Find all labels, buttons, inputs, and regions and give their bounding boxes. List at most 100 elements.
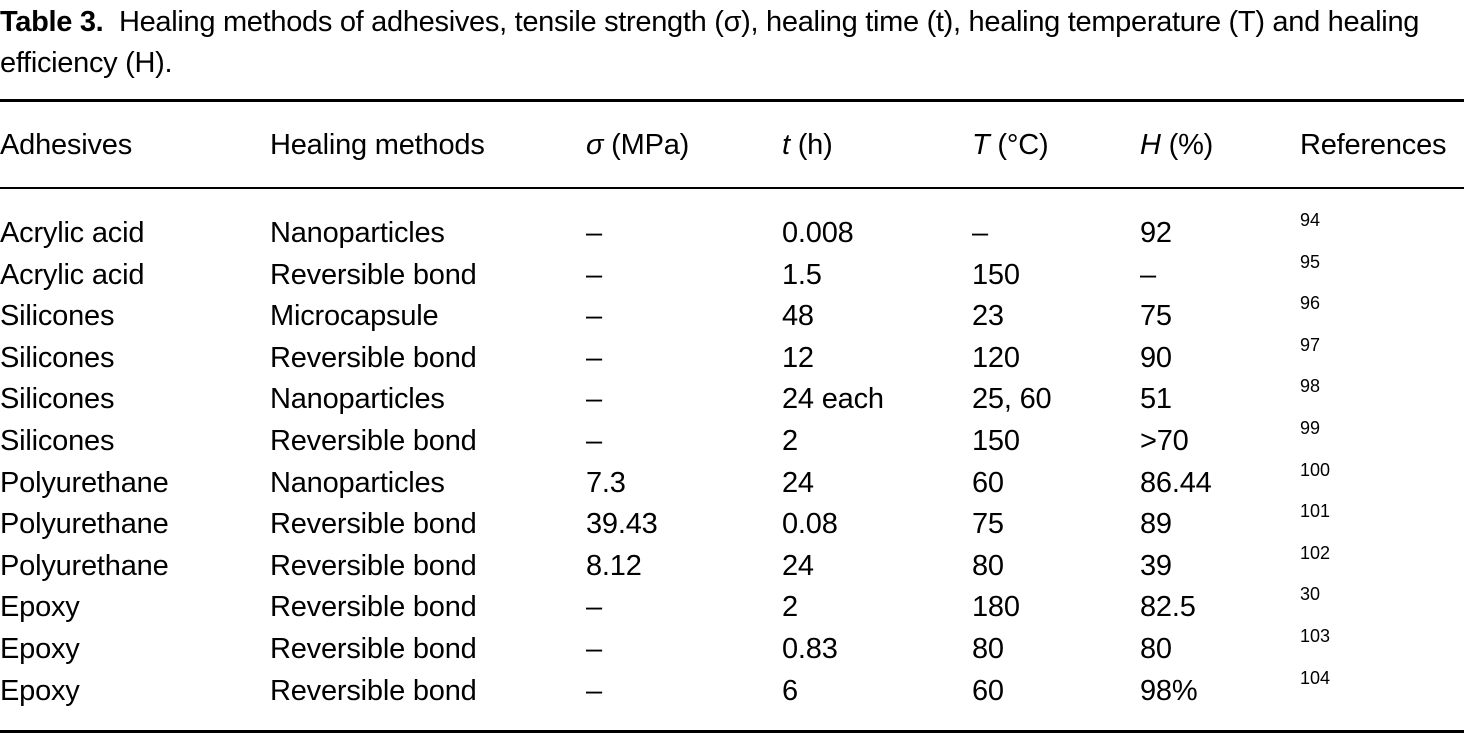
cell-healing-efficiency: 51 [1140,383,1172,416]
column-header-tensile-strength: σ (MPa) [586,128,689,162]
cell-healing-efficiency: 98% [1140,674,1198,707]
cell-healing-method: Reversible bond [270,425,477,457]
cell-healing-method: Reversible bond [270,549,477,582]
cell-healing-method: Reversible bond [270,341,477,374]
cell-healing-temperature: 150 [972,425,1020,457]
header-rule [0,187,1464,189]
cell-healing-temperature: 80 [972,633,1004,665]
column-header-healing-temperature: T (°C) [972,128,1049,162]
cell-healing-temperature: 180 [972,591,1020,624]
cell-healing-temperature: 80 [972,549,1004,582]
cell-adhesive: Polyurethane [0,466,169,499]
cell-healing-method: Nanoparticles [270,217,445,249]
cell-reference: 103 [1300,626,1331,646]
cell-healing-time: 2 [782,591,798,624]
cell-tensile-strength: – [586,258,602,291]
cell-reference: 96 [1300,293,1321,314]
cell-healing-temperature: 60 [972,674,1004,707]
cell-healing-method: Reversible bond [270,633,477,665]
cell-healing-efficiency: >70 [1140,425,1189,457]
cell-healing-efficiency: 80 [1140,633,1172,665]
column-symbol: σ [586,129,604,161]
top-rule [0,99,1464,102]
cell-healing-temperature: 25, 60 [972,383,1052,416]
column-symbol: H [1140,129,1161,161]
cell-healing-time: 1.5 [782,258,822,291]
cell-reference: 94 [1300,210,1321,230]
cell-healing-efficiency: 90 [1140,341,1172,374]
column-label: Adhesives [0,129,132,161]
cell-reference: 102 [1300,542,1331,563]
column-label: (h) [789,129,833,161]
column-header-healing-method: Healing methods [270,128,485,162]
cell-healing-efficiency: 75 [1140,300,1172,333]
column-label: (MPa) [603,129,690,161]
cell-adhesive: Acrylic acid [0,258,145,291]
cell-healing-time: 6 [782,674,798,707]
column-label: Healing methods [270,129,485,161]
cell-healing-time: 0.008 [782,217,854,249]
cell-adhesive: Silicones [0,341,115,374]
cell-reference: 97 [1300,334,1321,355]
cell-reference: 99 [1300,418,1321,438]
cell-tensile-strength: – [586,217,602,249]
cell-healing-temperature: 120 [972,341,1020,374]
cell-healing-time: 24 [782,549,814,582]
cell-healing-efficiency: 86.44 [1140,466,1212,499]
cell-healing-efficiency: – [1140,258,1156,291]
cell-adhesive: Epoxy [0,674,80,707]
cell-healing-method: Nanoparticles [270,466,445,499]
cell-adhesive: Acrylic acid [0,217,145,249]
cell-tensile-strength: – [586,425,602,457]
cell-reference: 101 [1300,501,1331,522]
cell-healing-temperature: 150 [972,258,1020,291]
cell-healing-method: Microcapsule [270,300,439,333]
cell-tensile-strength: – [586,633,602,665]
cell-healing-efficiency: 82.5 [1140,591,1196,624]
column-header-healing-efficiency: H (%) [1140,128,1213,162]
cell-healing-time: 24 each [782,383,884,416]
cell-adhesive: Epoxy [0,591,80,624]
cell-healing-time: 48 [782,300,814,333]
cell-healing-method: Reversible bond [270,591,477,624]
cell-tensile-strength: – [586,383,602,416]
cell-healing-time: 24 [782,466,814,499]
cell-healing-time: 12 [782,341,814,374]
column-label: (°C) [989,129,1049,161]
cell-adhesive: Silicones [0,383,115,416]
column-symbol: t [782,129,790,161]
cell-tensile-strength: – [586,674,602,707]
cell-healing-temperature: 75 [972,508,1004,541]
cell-healing-method: Reversible bond [270,508,477,541]
table-caption: Table 3. Healing methods of adhesives, t… [0,2,1464,84]
cell-adhesive: Silicones [0,425,115,457]
column-label: References [1300,129,1447,161]
table-label: Table 3. [0,6,104,38]
cell-adhesive: Epoxy [0,633,80,665]
cell-healing-efficiency: 92 [1140,217,1172,249]
cell-healing-temperature: – [972,217,988,249]
bottom-rule [0,730,1464,733]
cell-adhesive: Polyurethane [0,508,169,541]
cell-adhesive: Silicones [0,300,115,333]
cell-healing-efficiency: 39 [1140,549,1172,582]
cell-reference: 100 [1300,459,1331,480]
column-header-reference: References [1300,128,1447,162]
column-header-healing-time: t (h) [782,128,833,162]
cell-adhesive: Polyurethane [0,549,169,582]
cell-tensile-strength: 39.43 [586,508,658,541]
cell-healing-method: Reversible bond [270,674,477,707]
cell-tensile-strength: – [586,591,602,624]
cell-tensile-strength: 8.12 [586,549,642,582]
cell-healing-method: Reversible bond [270,258,477,291]
cell-healing-method: Nanoparticles [270,383,445,416]
cell-healing-temperature: 23 [972,300,1004,333]
column-header-adhesive: Adhesives [0,128,132,162]
column-symbol: T [972,129,990,161]
cell-reference: 98 [1300,376,1321,397]
cell-healing-time: 2 [782,425,798,457]
cell-healing-efficiency: 89 [1140,508,1172,541]
cell-tensile-strength: 7.3 [586,466,626,499]
caption-text: Healing methods of adhesives, tensile st… [0,6,1420,79]
cell-tensile-strength: – [586,300,602,333]
